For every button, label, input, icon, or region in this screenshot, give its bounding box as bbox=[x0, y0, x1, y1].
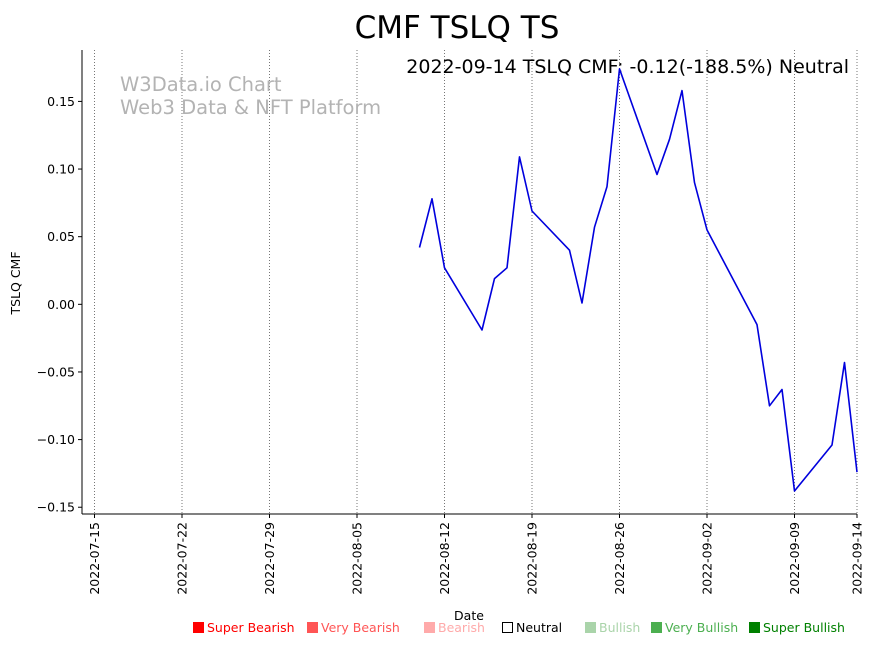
x-tick-label: 2022-07-29 bbox=[262, 522, 277, 595]
x-tick-label: 2022-08-12 bbox=[437, 522, 452, 595]
legend-swatch bbox=[651, 622, 662, 633]
watermark-line-1: W3Data.io Chart bbox=[120, 73, 282, 96]
x-axis-label: Date bbox=[454, 608, 484, 623]
chart-title: CMF TSLQ TS bbox=[355, 10, 560, 46]
x-tick-label: 2022-08-26 bbox=[612, 522, 627, 595]
legend-label: Neutral bbox=[516, 620, 563, 635]
legend-swatch bbox=[749, 622, 760, 633]
y-tick-label: 0.15 bbox=[47, 94, 75, 109]
legend-item: Bearish bbox=[424, 620, 485, 635]
legend-label: Bearish bbox=[438, 620, 485, 635]
legend-swatch bbox=[193, 622, 204, 633]
legend-label: Super Bearish bbox=[207, 620, 295, 635]
legend-label: Super Bullish bbox=[763, 620, 845, 635]
legend-label: Very Bearish bbox=[321, 620, 400, 635]
x-tick-label: 2022-08-19 bbox=[525, 522, 540, 595]
x-tick-label: 2022-09-09 bbox=[787, 522, 802, 595]
y-tick-label: −0.15 bbox=[37, 500, 75, 515]
y-tick-label: −0.10 bbox=[37, 432, 75, 447]
legend-item: Neutral bbox=[502, 620, 562, 635]
y-tick-label: 0.00 bbox=[47, 297, 75, 312]
cmf-series-line bbox=[418, 68, 858, 492]
y-tick-label: 0.05 bbox=[47, 229, 75, 244]
legend-swatch bbox=[307, 622, 318, 633]
legend-item: Very Bearish bbox=[307, 620, 400, 635]
legend-swatch bbox=[502, 622, 513, 633]
x-tick-label: 2022-08-05 bbox=[350, 522, 365, 595]
watermark: W3Data.io Chart Web3 Data & NFT Platform bbox=[120, 73, 381, 119]
y-tick-label: −0.05 bbox=[37, 364, 75, 379]
legend-item: Super Bearish bbox=[193, 620, 295, 635]
legend-item: Bullish bbox=[585, 620, 640, 635]
chart-subtitle: 2022-09-14 TSLQ CMF: -0.12(-188.5%) Neut… bbox=[406, 56, 849, 78]
x-tick-label: 2022-09-14 bbox=[850, 522, 865, 595]
x-tick-label: 2022-07-15 bbox=[87, 522, 102, 595]
legend-label: Very Bullish bbox=[665, 620, 739, 635]
legend-item: Very Bullish bbox=[651, 620, 738, 635]
legend-label: Bullish bbox=[599, 620, 641, 635]
legend-item: Super Bullish bbox=[749, 620, 845, 635]
x-tick-label: 2022-07-22 bbox=[175, 522, 190, 595]
x-axis-ticks: 2022-07-15 2022-07-22 2022-07-29 2022-08-05… bbox=[87, 514, 865, 595]
y-tick-label: 0.10 bbox=[47, 162, 75, 177]
y-axis-ticks: −0.15 −0.10 −0.05 0.00 0.05 0.10 0.15 bbox=[37, 94, 82, 515]
legend: Super Bearish Very Bearish Bearish Neutral B… bbox=[0, 620, 875, 640]
y-axis-label: TSLQ CMF bbox=[8, 251, 23, 315]
series-group bbox=[418, 68, 858, 492]
watermark-line-2: Web3 Data & NFT Platform bbox=[120, 96, 381, 119]
legend-swatch bbox=[585, 622, 596, 633]
grid-lines bbox=[94, 50, 858, 514]
legend-swatch bbox=[424, 622, 435, 633]
x-tick-label: 2022-09-02 bbox=[700, 522, 715, 595]
